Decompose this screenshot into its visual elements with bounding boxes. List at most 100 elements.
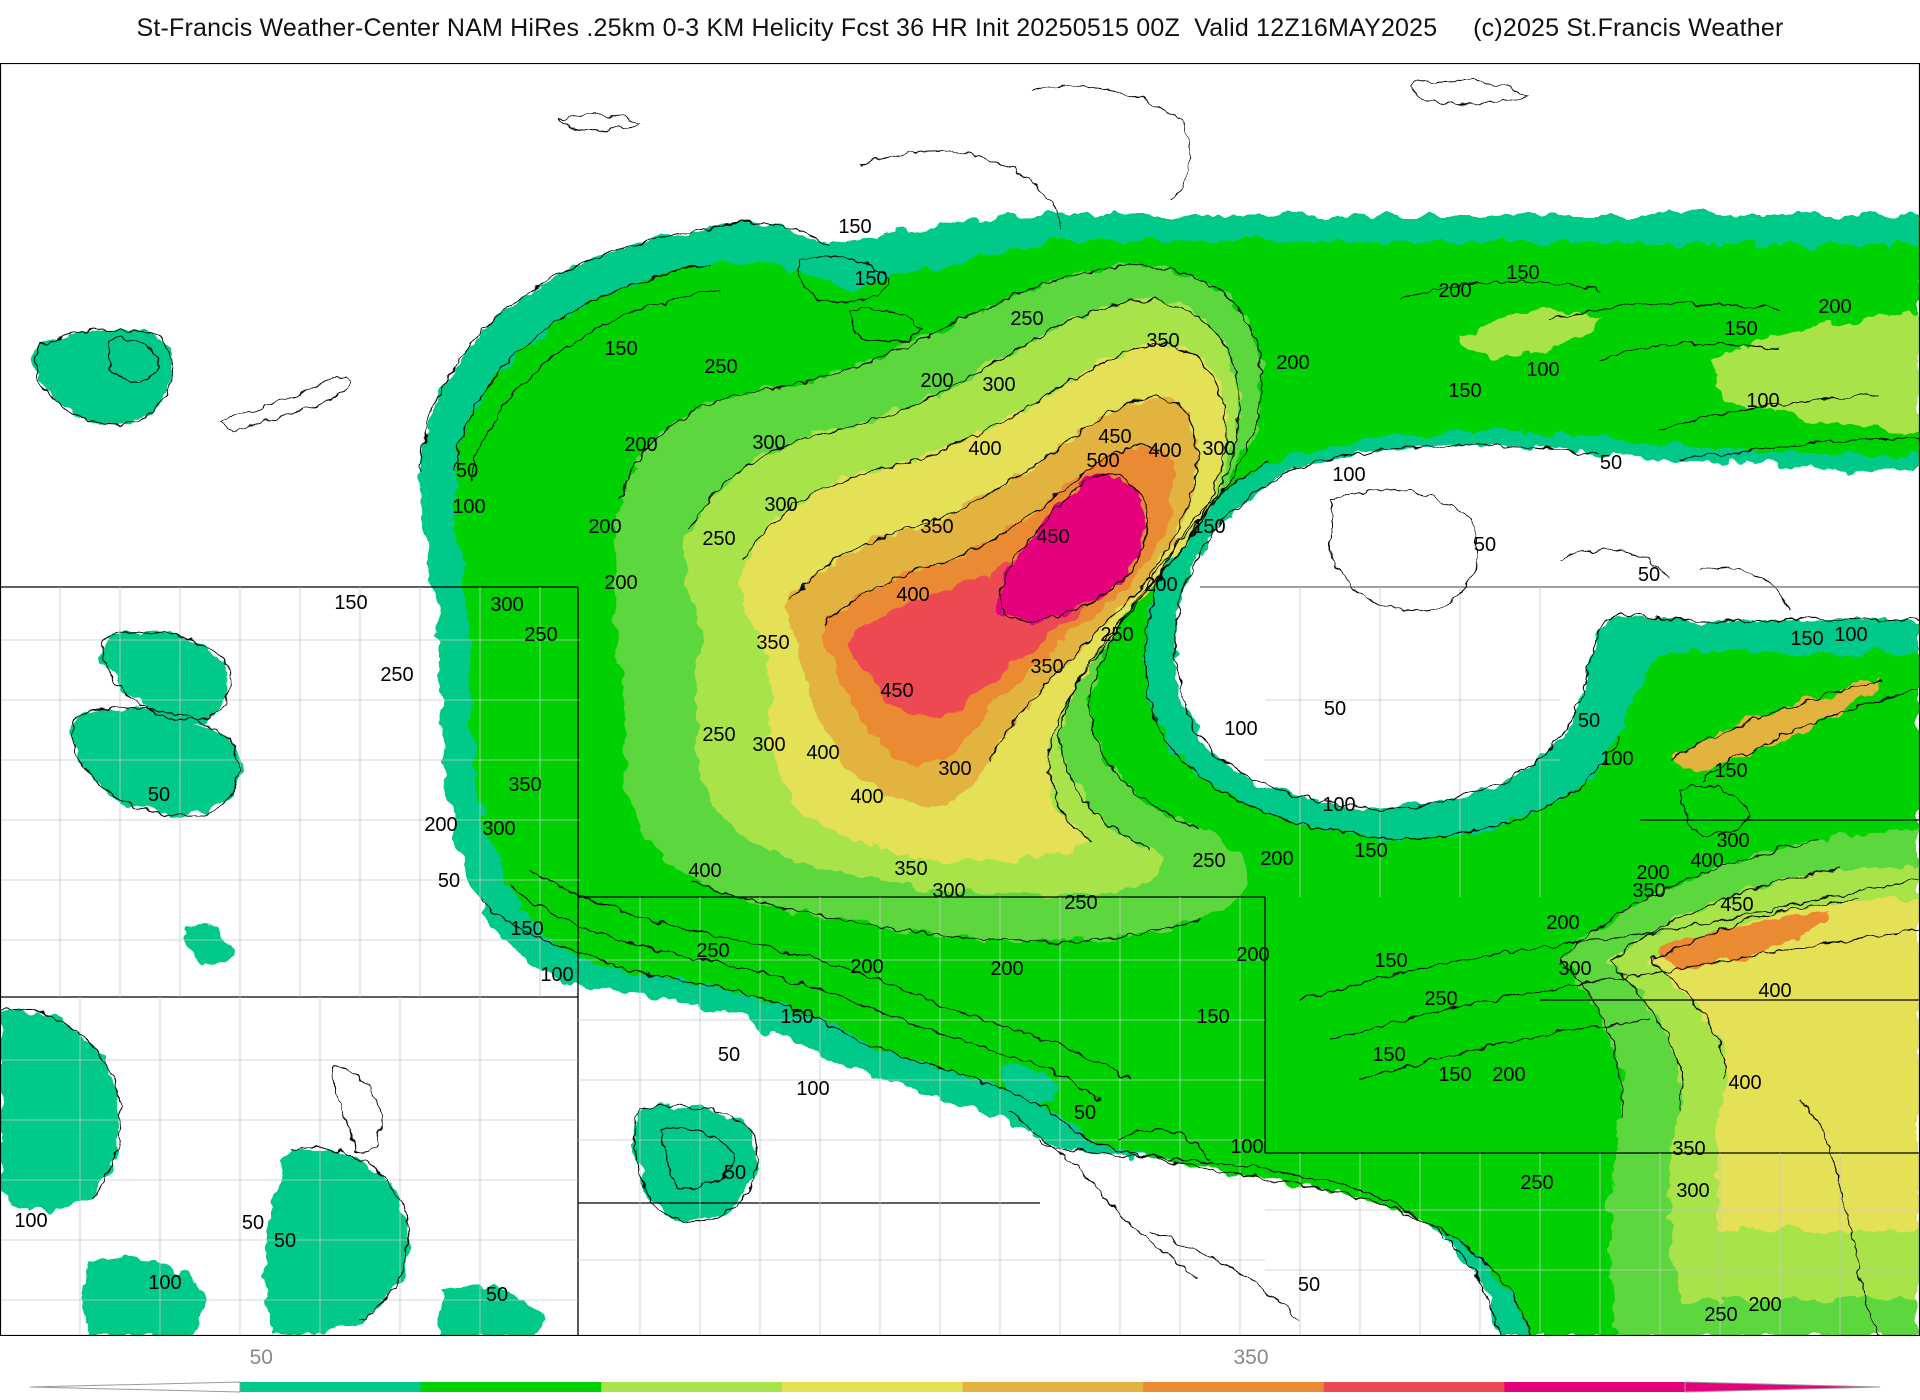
contour-label: 200 bbox=[850, 956, 883, 978]
contour-label: 150 bbox=[334, 592, 367, 614]
contour-label: 400 bbox=[1148, 440, 1181, 462]
contour-label: 250 bbox=[702, 724, 735, 746]
contour-label: 300 bbox=[752, 734, 785, 756]
colorbar-label: 50 bbox=[250, 1346, 273, 1369]
contour-label: 200 bbox=[624, 434, 657, 456]
contour-label: 200 bbox=[588, 516, 621, 538]
band-500 bbox=[996, 473, 1147, 621]
contour-label: 400 bbox=[896, 584, 929, 606]
contour-label: 350 bbox=[1030, 656, 1063, 678]
contour-label: 450 bbox=[1720, 894, 1753, 916]
contour-label: 50 bbox=[1638, 564, 1660, 586]
contour-label: 150 bbox=[1354, 840, 1387, 862]
contour-label: 50 bbox=[1298, 1274, 1320, 1296]
contour-label: 100 bbox=[1322, 794, 1355, 816]
contour-label: 250 bbox=[1100, 624, 1133, 646]
band-se-300 bbox=[1650, 900, 1920, 1230]
contour-label: 300 bbox=[1716, 830, 1749, 852]
colorbar-segment bbox=[240, 1382, 422, 1392]
contour-label: 400 bbox=[688, 860, 721, 882]
contour-label: 300 bbox=[482, 818, 515, 840]
contour-label: 50 bbox=[1074, 1102, 1096, 1124]
contour-label: 150 bbox=[1196, 1006, 1229, 1028]
contour-label: 200 bbox=[1748, 1294, 1781, 1316]
contour-label: 150 bbox=[1724, 318, 1757, 340]
contour-label: 50 bbox=[724, 1162, 746, 1184]
contour-label: 200 bbox=[1818, 296, 1851, 318]
contour-label: 100 bbox=[1224, 718, 1257, 740]
contour-label: 250 bbox=[380, 664, 413, 686]
contour-label: 350 bbox=[1146, 330, 1179, 352]
contour-label: 150 bbox=[1372, 1044, 1405, 1066]
band-west-patch-3 bbox=[71, 708, 239, 816]
contour-label: 150 bbox=[854, 268, 887, 290]
contour-label: 500 bbox=[1086, 450, 1119, 472]
contour-label: 50 bbox=[1474, 534, 1496, 556]
colorbar-label: 350 bbox=[1233, 1346, 1268, 1369]
contour-label: 50 bbox=[242, 1212, 264, 1234]
contour-label: 350 bbox=[920, 516, 953, 538]
contour-label: 350 bbox=[1632, 880, 1665, 902]
chart-title: St-Francis Weather-Center NAM HiRes .25k… bbox=[136, 14, 1784, 42]
contour-label: 50 bbox=[1324, 698, 1346, 720]
contour-label: 150 bbox=[1714, 760, 1747, 782]
contour-label: 100 bbox=[1332, 464, 1365, 486]
contour-label: 100 bbox=[1230, 1136, 1263, 1158]
contour-label: 300 bbox=[490, 594, 523, 616]
contour-label: 150 bbox=[780, 1006, 813, 1028]
contour-label: 400 bbox=[968, 438, 1001, 460]
contour-label: 300 bbox=[982, 374, 1015, 396]
contour-label: 100 bbox=[452, 496, 485, 518]
contour-label: 150 bbox=[838, 216, 871, 238]
contour-label: 400 bbox=[1758, 980, 1791, 1002]
contour-label: 300 bbox=[1676, 1180, 1709, 1202]
contour-label: 300 bbox=[932, 880, 965, 902]
contour-label: 150 bbox=[1506, 262, 1539, 284]
band-west-patch-5 bbox=[634, 1105, 757, 1222]
contour-label: 250 bbox=[1424, 988, 1457, 1010]
colorbar-segment bbox=[1143, 1382, 1325, 1392]
contour-label: 50 bbox=[718, 1044, 740, 1066]
contour-label: 400 bbox=[850, 786, 883, 808]
contour-label: 400 bbox=[1728, 1072, 1761, 1094]
contour-label: 50 bbox=[486, 1284, 508, 1306]
contour-label: 200 bbox=[1636, 862, 1669, 884]
contour-label: 200 bbox=[1438, 280, 1471, 302]
contour-label: 300 bbox=[1202, 438, 1235, 460]
colorbar-segment bbox=[1323, 1382, 1505, 1392]
contour-label: 300 bbox=[1558, 958, 1591, 980]
contour-label: 200 bbox=[1546, 912, 1579, 934]
band-se-350 bbox=[1660, 912, 1830, 967]
contour-label: 350 bbox=[894, 858, 927, 880]
contour-label: 250 bbox=[1704, 1304, 1737, 1326]
band-sw-patch-5 bbox=[1000, 1065, 1060, 1105]
contour-label: 250 bbox=[1064, 892, 1097, 914]
band-sw-patch-3 bbox=[440, 1286, 544, 1336]
contour-label: 50 bbox=[148, 784, 170, 806]
contour-label: 150 bbox=[510, 918, 543, 940]
band-w-blob-1 bbox=[1460, 309, 1600, 357]
contour-label: 250 bbox=[704, 356, 737, 378]
colorbar: 50 350 bbox=[29, 1346, 1881, 1393]
contour-label: 300 bbox=[938, 758, 971, 780]
contour-label: 100 bbox=[14, 1210, 47, 1232]
contour-label: 200 bbox=[1260, 848, 1293, 870]
contour-label: 200 bbox=[990, 958, 1023, 980]
contour-label: 250 bbox=[1520, 1172, 1553, 1194]
contour-label: 50 bbox=[456, 460, 478, 482]
contour-label: 250 bbox=[524, 624, 557, 646]
contour-label: 200 bbox=[1144, 574, 1177, 596]
band-ne-streak bbox=[1670, 680, 1880, 769]
contour-label: 50 bbox=[274, 1230, 296, 1252]
contour-label: 200 bbox=[1276, 352, 1309, 374]
contour-lines bbox=[0, 222, 1920, 1336]
lake-outlines bbox=[219, 79, 1881, 1336]
contour-label: 50 bbox=[438, 870, 460, 892]
contour-label: 400 bbox=[806, 742, 839, 764]
contour-label: 100 bbox=[540, 964, 573, 986]
contour-label: 250 bbox=[1192, 850, 1225, 872]
band-west-patch-2 bbox=[103, 631, 231, 721]
contour-label: 150 bbox=[1790, 628, 1823, 650]
contour-label: 200 bbox=[1492, 1064, 1525, 1086]
